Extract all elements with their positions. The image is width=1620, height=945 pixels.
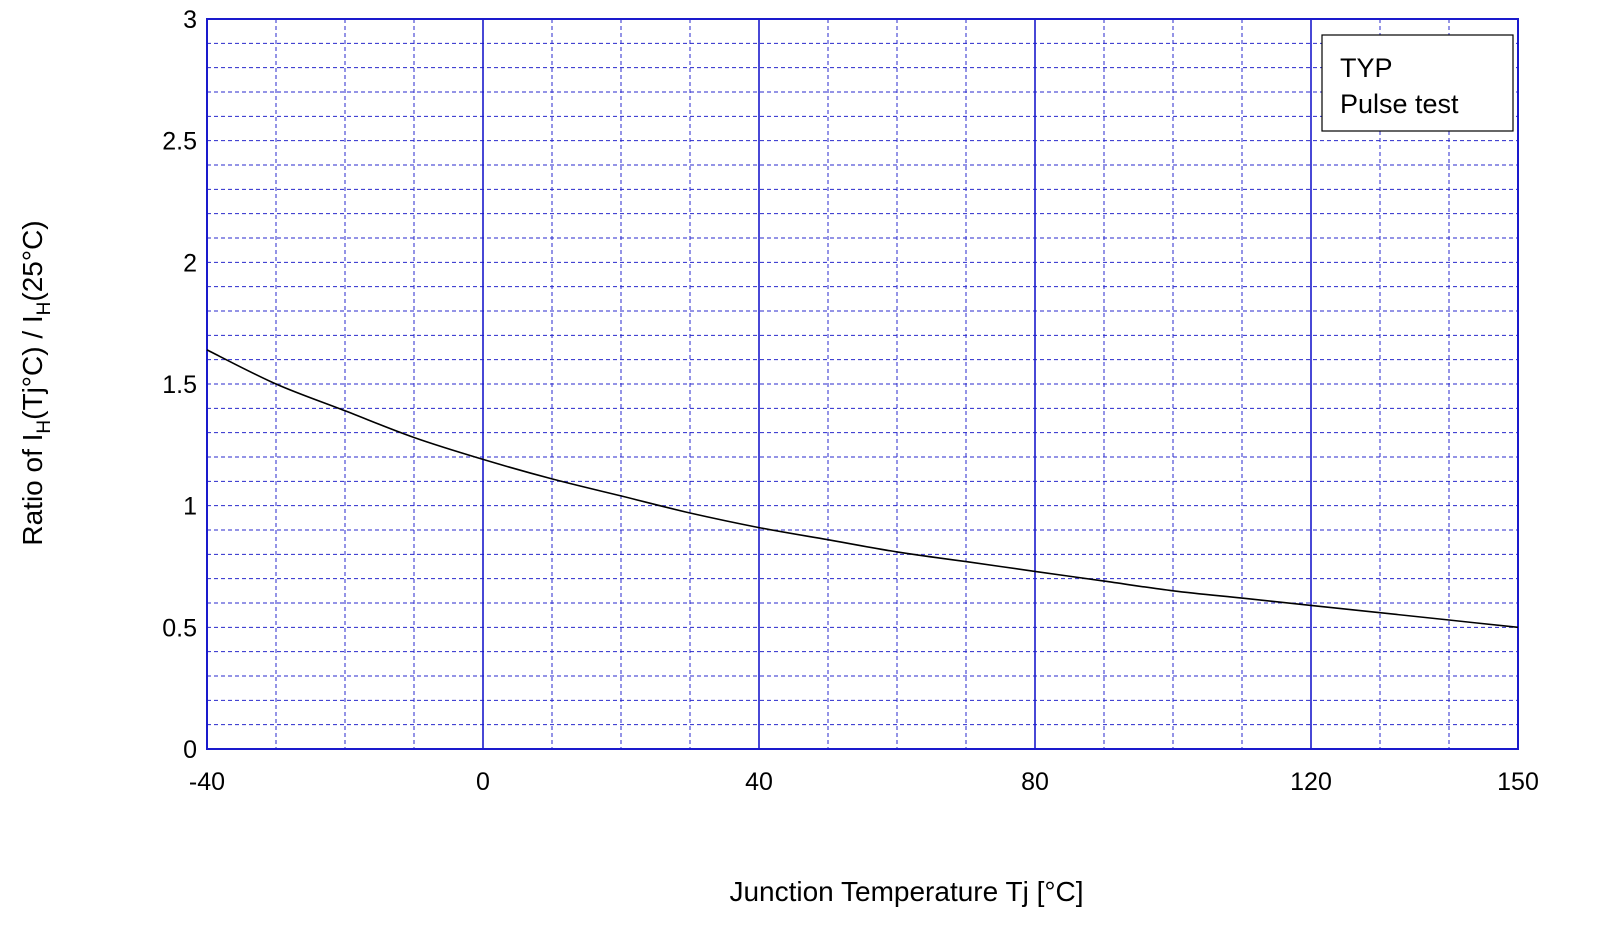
grid-minor-lines (207, 19, 1518, 749)
x-tick-label: 0 (476, 768, 490, 796)
legend-line-text: Pulse test (1340, 89, 1459, 119)
legend-line-text: TYP (1340, 53, 1393, 83)
y-axis-title-part: Ratio of I (17, 434, 48, 546)
y-tick-label: 2 (183, 249, 197, 277)
y-axis-title-subscript: H (34, 420, 55, 434)
x-axis-title: Junction Temperature Tj [°C] (729, 876, 1083, 907)
y-tick-label: 1.5 (162, 371, 197, 399)
x-tick-label: 150 (1497, 768, 1539, 796)
plot-area-frame (206, 18, 1519, 750)
legend-box (1321, 34, 1514, 132)
y-axis-title-subscript: H (34, 302, 55, 316)
x-tick-label: 80 (1021, 768, 1049, 796)
y-axis-title-part: (Tj°C) / I (17, 315, 48, 420)
x-axis-tick-labels: -40 0 40 80 120 150 (189, 768, 1539, 796)
y-tick-label: 1 (183, 493, 197, 521)
y-axis-title: Ratio of IH(Tj°C) / IH(25°C) (17, 220, 55, 545)
series-line (206, 349, 1519, 629)
y-tick-label: 0.5 (162, 614, 197, 642)
y-tick-label: 2.5 (162, 128, 197, 156)
x-tick-label: 40 (745, 768, 773, 796)
y-tick-label: 3 (183, 6, 197, 34)
x-tick-label: 120 (1290, 768, 1332, 796)
y-axis-title-part: (25°C) (17, 220, 48, 301)
y-tick-label: 0 (183, 736, 197, 764)
grid-major-lines (482, 19, 1312, 749)
legend: TYP Pulse test (1321, 34, 1514, 132)
x-tick-label: -40 (189, 768, 225, 796)
y-axis-tick-labels: 0 0.5 1 1.5 2 2.5 3 (162, 6, 197, 764)
